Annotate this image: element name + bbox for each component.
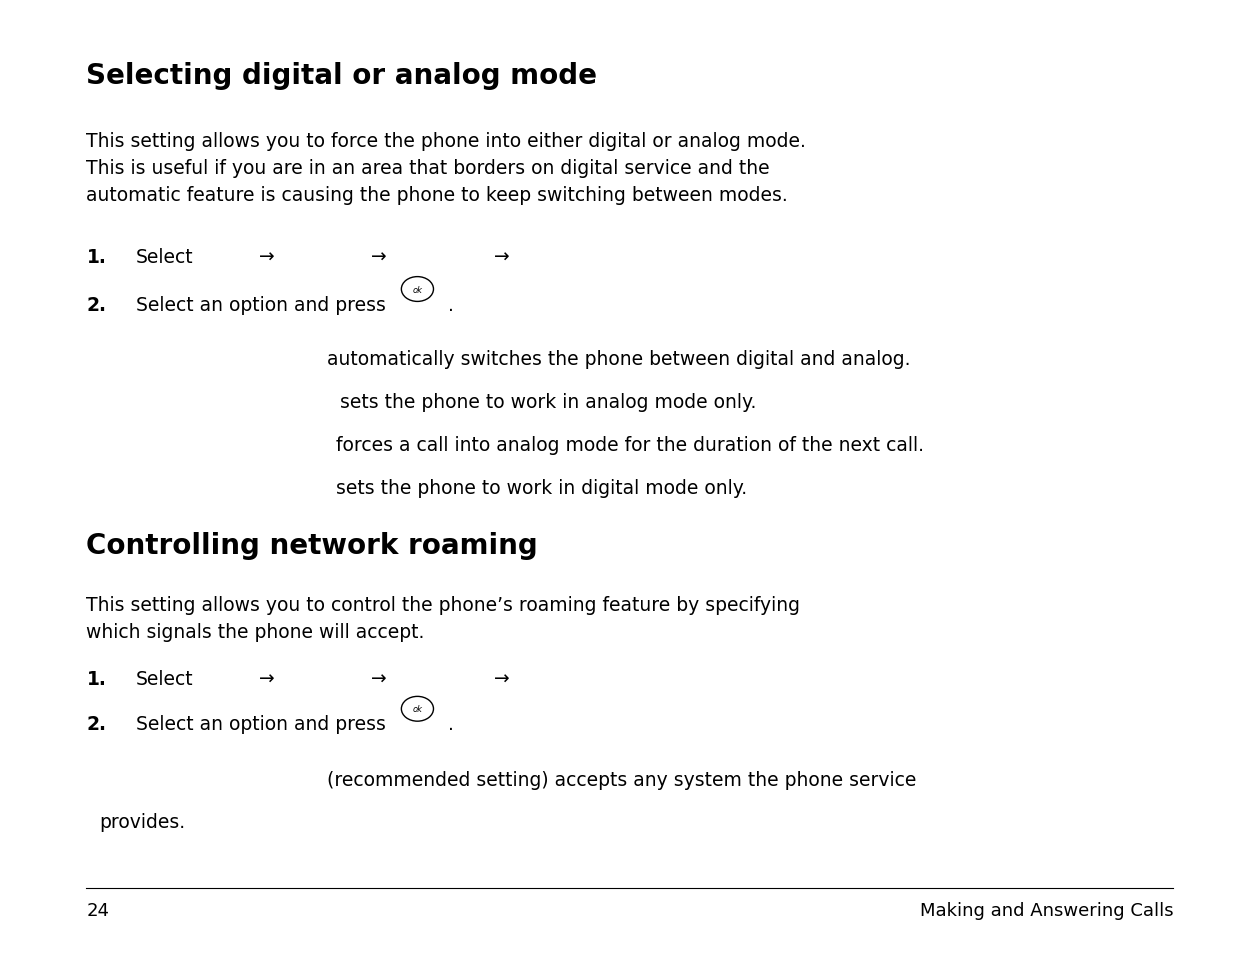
Text: 2.: 2. xyxy=(86,295,106,314)
Text: This setting allows you to control the phone’s roaming feature by specifying
whi: This setting allows you to control the p… xyxy=(86,596,800,641)
Text: →: → xyxy=(259,248,275,267)
Text: forces a call into analog mode for the duration of the next call.: forces a call into analog mode for the d… xyxy=(336,436,924,455)
Text: .: . xyxy=(448,295,454,314)
Text: Select: Select xyxy=(136,669,194,688)
Text: automatically switches the phone between digital and analog.: automatically switches the phone between… xyxy=(327,350,910,369)
Text: ok: ok xyxy=(412,285,422,294)
Text: 2.: 2. xyxy=(86,715,106,734)
Text: →: → xyxy=(370,669,387,688)
Text: provides.: provides. xyxy=(99,812,185,831)
Text: .: . xyxy=(448,715,454,734)
Text: Select an option and press: Select an option and press xyxy=(136,715,385,734)
Text: →: → xyxy=(494,248,510,267)
Text: Select an option and press: Select an option and press xyxy=(136,295,385,314)
Text: →: → xyxy=(259,669,275,688)
Text: sets the phone to work in analog mode only.: sets the phone to work in analog mode on… xyxy=(340,393,756,412)
Text: Controlling network roaming: Controlling network roaming xyxy=(86,532,538,559)
Text: (recommended setting) accepts any system the phone service: (recommended setting) accepts any system… xyxy=(327,770,916,789)
Text: sets the phone to work in digital mode only.: sets the phone to work in digital mode o… xyxy=(336,478,747,497)
Text: 1.: 1. xyxy=(86,248,106,267)
Text: →: → xyxy=(494,669,510,688)
Text: 24: 24 xyxy=(86,901,110,919)
Text: →: → xyxy=(370,248,387,267)
Text: Making and Answering Calls: Making and Answering Calls xyxy=(920,901,1173,919)
Text: 1.: 1. xyxy=(86,669,106,688)
Text: Select: Select xyxy=(136,248,194,267)
Text: This setting allows you to force the phone into either digital or analog mode.
T: This setting allows you to force the pho… xyxy=(86,132,806,205)
Text: Selecting digital or analog mode: Selecting digital or analog mode xyxy=(86,62,598,90)
Text: ok: ok xyxy=(412,704,422,714)
